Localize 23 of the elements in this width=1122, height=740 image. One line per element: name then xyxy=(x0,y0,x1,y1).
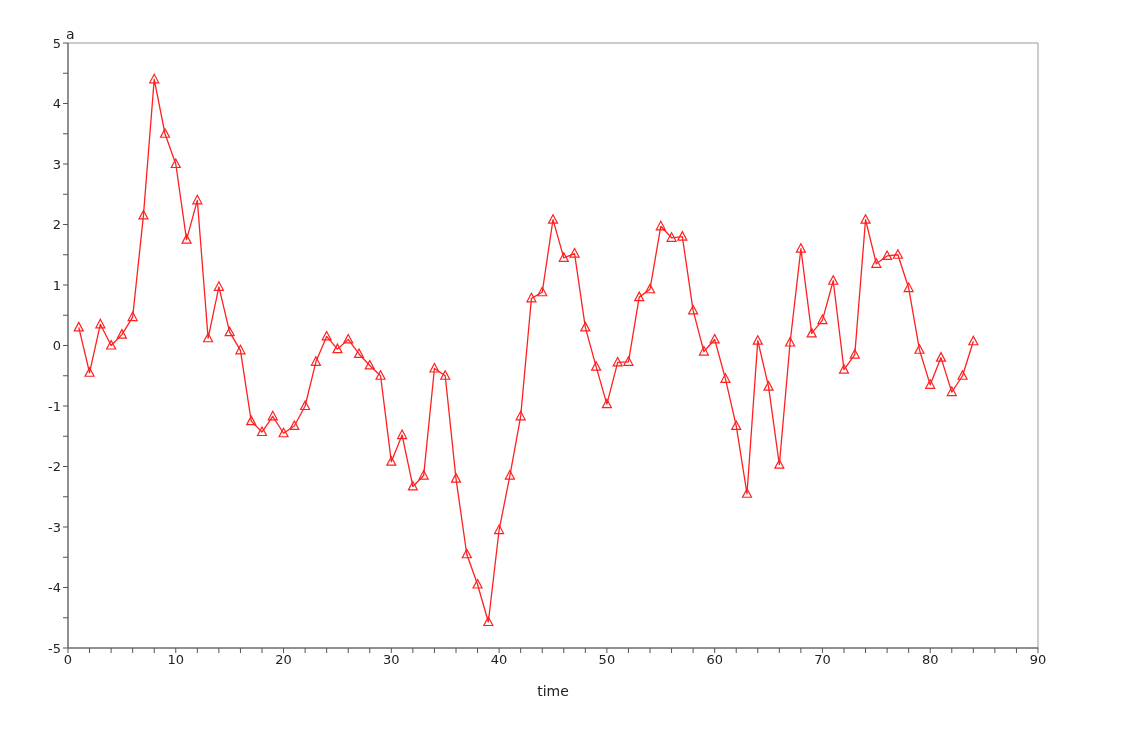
y-tick-label: 1 xyxy=(52,277,61,293)
x-tick-label: 90 xyxy=(1029,652,1047,668)
y-tick-label: 4 xyxy=(52,96,61,112)
x-tick-label: 60 xyxy=(706,652,723,668)
x-tick-label: 10 xyxy=(167,652,185,668)
y-tick-label: 0 xyxy=(52,338,61,354)
x-tick-label: 80 xyxy=(921,652,939,668)
x-tick-label: 20 xyxy=(275,652,292,668)
y-tick-label: 2 xyxy=(52,217,61,233)
x-tick-label: 50 xyxy=(598,652,616,668)
x-tick-label: 70 xyxy=(814,652,831,668)
y-tick-label: -1 xyxy=(48,398,61,414)
y-tick-label: -4 xyxy=(48,580,61,596)
y-tick-label: -2 xyxy=(48,459,61,475)
x-tick-label: 0 xyxy=(63,652,73,668)
y-tick-label: -5 xyxy=(48,640,61,656)
x-tick-label: 40 xyxy=(490,652,508,668)
y-tick-label: -3 xyxy=(48,519,61,535)
y-tick-label: 5 xyxy=(52,35,61,51)
x-axis-title: time xyxy=(537,683,569,699)
y-axis-title: a xyxy=(66,26,75,42)
x-tick-label: 30 xyxy=(383,652,400,668)
y-tick-label: 3 xyxy=(52,156,61,172)
